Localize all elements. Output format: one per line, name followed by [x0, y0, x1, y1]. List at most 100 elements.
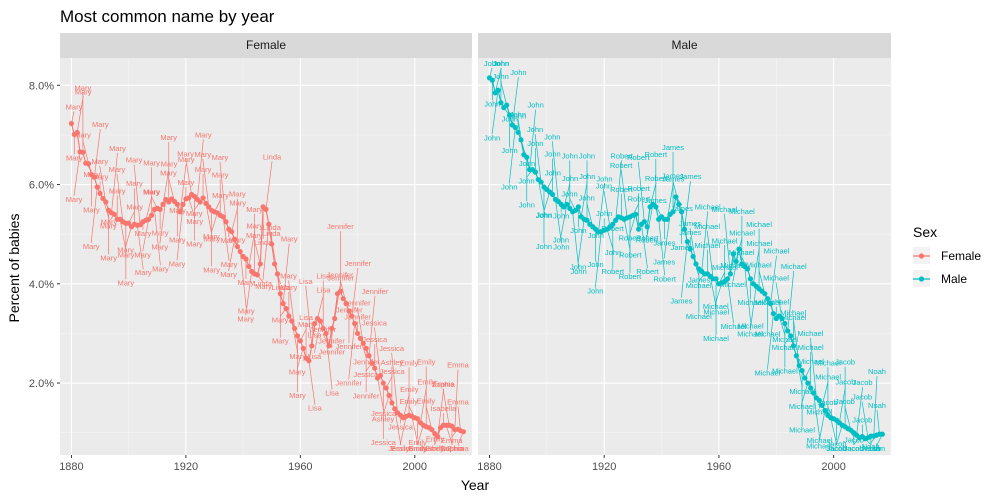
point-label: John — [510, 68, 526, 77]
data-point — [504, 102, 510, 108]
point-label: Robert — [653, 274, 676, 283]
point-label: Michael — [755, 298, 781, 307]
label-connector — [543, 191, 551, 213]
point-label: Mary — [143, 187, 160, 196]
data-point — [389, 400, 395, 406]
point-label: John — [493, 59, 509, 68]
label-connector — [90, 186, 98, 244]
data-point — [206, 204, 212, 210]
point-label: John — [596, 175, 612, 184]
data-point — [495, 87, 501, 93]
point-label: Mary — [160, 168, 177, 177]
label-connector — [551, 141, 559, 202]
label-connector — [248, 230, 256, 267]
data-point — [160, 201, 166, 207]
point-label: Sophia — [441, 444, 465, 453]
point-label: Emma — [447, 444, 469, 453]
data-points — [68, 120, 467, 440]
data-point — [567, 205, 573, 211]
data-point — [377, 373, 384, 379]
label-connector — [368, 295, 376, 356]
label-connector — [810, 337, 817, 398]
point-label: Mary — [194, 150, 211, 159]
label-connector — [111, 152, 118, 213]
point-label: John — [536, 242, 552, 251]
point-label: Mary — [169, 235, 186, 244]
point-label: Robert — [619, 272, 642, 281]
point-label: Mary — [204, 234, 221, 243]
data-point — [713, 276, 719, 282]
data-point — [203, 200, 209, 207]
point-label: James — [653, 257, 675, 266]
point-label: Michael — [695, 241, 721, 250]
x-tick-label: 1880 — [477, 461, 501, 473]
point-label: Mary — [298, 320, 315, 329]
data-point — [340, 296, 346, 302]
point-label: Jacob — [818, 398, 838, 407]
point-label: James — [671, 204, 693, 213]
label-connector — [598, 183, 605, 232]
data-point — [810, 390, 817, 396]
point-label: Mary — [212, 191, 229, 200]
data-point — [770, 310, 777, 317]
label-connector — [317, 294, 324, 319]
data-point — [271, 261, 278, 267]
label-connector — [534, 134, 542, 183]
point-label: Robert — [601, 224, 624, 233]
point-label: Emily — [400, 397, 419, 406]
label-connector — [615, 160, 623, 221]
point-label: John — [587, 287, 603, 296]
legend-key-point — [918, 276, 925, 282]
point-label: Mary — [229, 236, 246, 245]
data-point — [269, 241, 275, 247]
label-connector — [684, 181, 691, 230]
point-label: Mary — [220, 236, 237, 245]
point-label: Michael — [703, 334, 729, 343]
label-connector — [767, 313, 774, 370]
label-connector — [351, 268, 359, 317]
label-connector — [211, 212, 218, 233]
point-label: John — [501, 146, 517, 155]
point-label: Michael — [720, 280, 746, 289]
point-label: James — [679, 228, 701, 237]
data-point — [532, 169, 538, 175]
label-connector — [391, 352, 398, 413]
point-label: Emily — [417, 378, 436, 387]
label-connector — [219, 161, 227, 222]
point-label: Michael — [738, 298, 764, 307]
label-connector — [457, 406, 461, 431]
data-points — [486, 75, 885, 442]
point-label: Michael — [798, 329, 824, 338]
facet-strip — [60, 33, 472, 58]
data-point — [641, 219, 647, 225]
point-label: Jessica — [362, 319, 388, 328]
data-point — [366, 353, 372, 359]
data-point — [329, 325, 335, 332]
data-point — [220, 214, 226, 220]
point-label: Michael — [686, 281, 712, 290]
data-point — [360, 340, 366, 346]
label-connector — [399, 416, 407, 446]
point-label: Jacob — [835, 397, 855, 406]
label-connector — [620, 169, 628, 218]
label-connector — [305, 285, 313, 346]
data-point — [676, 201, 682, 207]
point-label: John — [536, 211, 552, 220]
point-label: John — [493, 59, 509, 68]
point-label: Robert — [610, 161, 633, 170]
x-tick-label: 1880 — [59, 461, 83, 473]
point-label: Isabella — [422, 444, 449, 453]
point-label: James — [679, 172, 701, 181]
data-point — [292, 325, 298, 332]
point-label: James — [662, 171, 684, 180]
point-label: Michael — [798, 343, 824, 352]
label-connector — [560, 204, 568, 237]
label-connector — [623, 219, 631, 252]
label-connector — [715, 282, 723, 303]
point-label: John — [579, 151, 595, 160]
data-point — [392, 406, 398, 412]
point-label: Michael — [772, 366, 798, 375]
data-point — [733, 258, 739, 265]
label-connector — [119, 219, 127, 252]
label-connector — [265, 161, 273, 210]
